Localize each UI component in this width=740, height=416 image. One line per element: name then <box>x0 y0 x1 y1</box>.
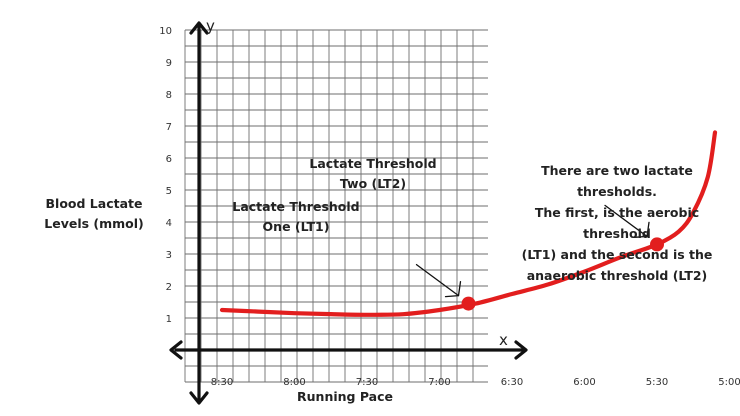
x-axis-arrow-left <box>169 340 183 360</box>
grid <box>184 29 488 383</box>
y-tick-label: 10 <box>159 26 172 37</box>
y-tick-label: 2 <box>166 282 172 293</box>
lt1-label-line: One (LT1) <box>262 219 330 234</box>
x-axis-arrow-right <box>514 340 528 360</box>
threshold-arrowhead <box>444 280 462 298</box>
note-line: anaerobic threshold (LT2) <box>526 268 708 283</box>
y-axis-label: Blood Lactate Levels (mmol) <box>38 194 150 234</box>
threshold-markers <box>461 237 664 311</box>
x-tick-labels: 8:30 8:00 7:30 7:00 6:30 6:00 5:30 5:00 <box>211 377 740 388</box>
lt2-label: Lactate Threshold Two (LT2) <box>298 154 448 194</box>
lt2-label-line: Lactate Threshold <box>309 156 437 171</box>
y-tick-label: 5 <box>166 186 172 197</box>
threshold-arrows <box>415 204 650 298</box>
y-tick-label: 1 <box>166 314 172 325</box>
x-axis-letter: x <box>499 331 508 349</box>
threshold-marker <box>461 296 476 311</box>
note-line: There are two lactate thresholds. <box>541 163 693 199</box>
note-line: The first, is the aerobic threshold <box>534 205 700 241</box>
x-tick-label: 8:00 <box>283 377 305 388</box>
x-tick-label: 7:00 <box>428 377 450 388</box>
lactate-curve <box>219 130 718 317</box>
y-tick-label: 3 <box>166 250 172 261</box>
axes <box>169 21 528 405</box>
x-axis-label: Running Pace <box>297 389 393 404</box>
y-axis-arrow-top <box>189 21 209 35</box>
lt1-label: Lactate Threshold One (LT1) <box>226 197 366 237</box>
y-axis-letter: y <box>206 17 215 35</box>
x-tick-label: 6:30 <box>501 377 523 388</box>
y-axis-label-line: Levels (mmol) <box>44 216 144 231</box>
y-axis-label-line: Blood Lactate <box>45 196 143 211</box>
threshold-marker <box>650 237 664 252</box>
y-tick-label: 8 <box>166 90 172 101</box>
lt2-label-line: Two (LT2) <box>339 176 407 191</box>
threshold-note: There are two lactate thresholds. The fi… <box>504 160 730 286</box>
note-line: (LT1) and the second is the <box>521 247 713 262</box>
x-tick-label: 6:00 <box>573 377 595 388</box>
x-tick-label: 5:00 <box>718 377 740 388</box>
lt1-label-line: Lactate Threshold <box>232 199 360 214</box>
y-tick-label: 4 <box>166 218 172 229</box>
x-tick-label: 5:30 <box>646 377 668 388</box>
y-tick-label: 6 <box>166 154 172 165</box>
x-tick-label: 7:30 <box>356 377 378 388</box>
y-tick-labels: 1 2 3 4 5 6 7 8 9 10 <box>159 26 172 325</box>
lactate-series-line <box>219 130 718 317</box>
x-tick-label: 8:30 <box>211 377 233 388</box>
threshold-arrowhead <box>633 221 650 239</box>
threshold-arrow <box>415 263 460 297</box>
y-axis-arrow-bottom <box>189 391 209 405</box>
threshold-arrow <box>604 204 648 238</box>
y-tick-label: 9 <box>166 58 172 69</box>
y-tick-label: 7 <box>166 122 172 133</box>
